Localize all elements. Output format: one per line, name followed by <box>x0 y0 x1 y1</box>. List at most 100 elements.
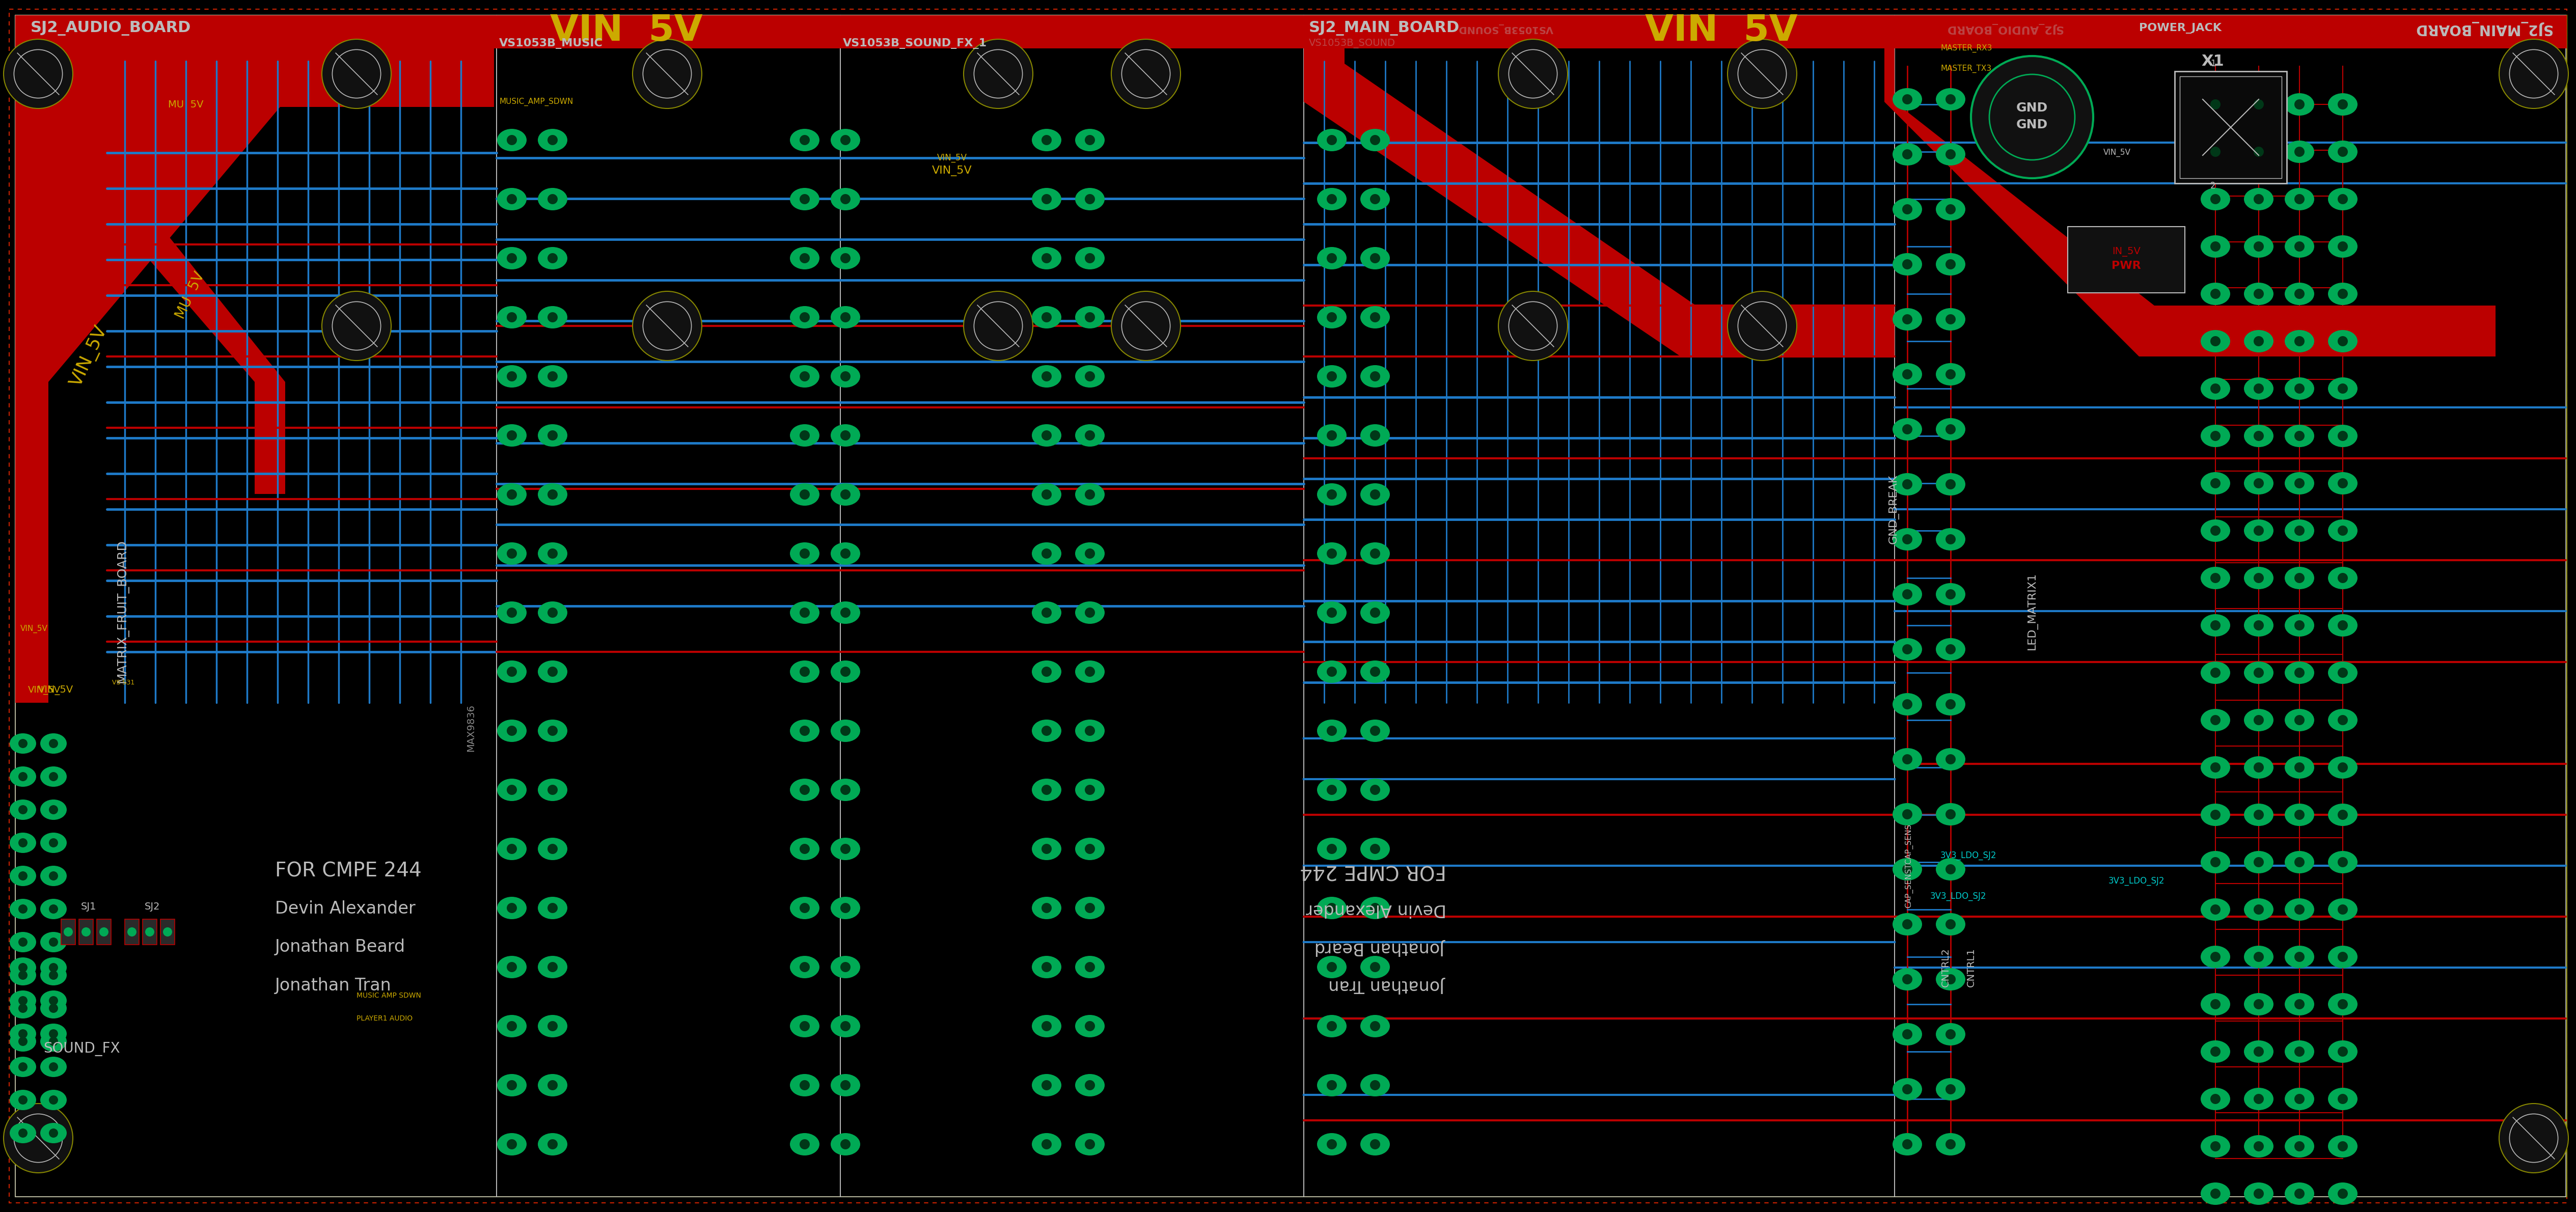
Circle shape <box>2210 810 2221 819</box>
Circle shape <box>82 927 90 937</box>
Circle shape <box>2254 810 2264 819</box>
Circle shape <box>799 1080 809 1091</box>
Ellipse shape <box>1360 1133 1391 1155</box>
Ellipse shape <box>1360 720 1391 742</box>
Circle shape <box>1901 424 1911 434</box>
Circle shape <box>1110 291 1180 360</box>
Ellipse shape <box>497 778 526 801</box>
Circle shape <box>840 371 850 382</box>
Circle shape <box>18 996 28 1005</box>
Circle shape <box>2210 241 2221 252</box>
Circle shape <box>2210 857 2221 868</box>
Circle shape <box>2336 810 2347 819</box>
Ellipse shape <box>497 837 526 861</box>
Circle shape <box>2295 479 2306 488</box>
Ellipse shape <box>1033 897 1061 919</box>
Ellipse shape <box>791 956 819 978</box>
Ellipse shape <box>2329 424 2357 447</box>
Circle shape <box>507 549 518 559</box>
Ellipse shape <box>1935 143 1965 166</box>
Ellipse shape <box>2285 614 2313 636</box>
Ellipse shape <box>1074 188 1105 211</box>
Ellipse shape <box>1935 418 1965 440</box>
Circle shape <box>549 844 556 854</box>
Bar <box>15 16 2566 48</box>
Ellipse shape <box>1935 364 1965 385</box>
Ellipse shape <box>1033 128 1061 152</box>
Circle shape <box>2254 99 2264 109</box>
Ellipse shape <box>1360 365 1391 388</box>
Ellipse shape <box>2244 614 2275 636</box>
Text: VIN  5V: VIN 5V <box>1646 13 1798 48</box>
Polygon shape <box>15 667 49 703</box>
Circle shape <box>507 430 518 440</box>
Circle shape <box>799 490 809 499</box>
Circle shape <box>2336 668 2347 678</box>
Circle shape <box>1370 1021 1381 1031</box>
Circle shape <box>1327 784 1337 795</box>
Circle shape <box>18 1029 28 1039</box>
Circle shape <box>2210 715 2221 725</box>
Circle shape <box>1901 1085 1911 1094</box>
Circle shape <box>1945 314 1955 325</box>
Ellipse shape <box>2285 804 2313 827</box>
Ellipse shape <box>1316 601 1347 624</box>
Circle shape <box>64 927 72 937</box>
Ellipse shape <box>2244 424 2275 447</box>
Ellipse shape <box>2329 567 2357 589</box>
Circle shape <box>2295 621 2306 630</box>
Text: CNTRL1: CNTRL1 <box>1965 948 1976 987</box>
Ellipse shape <box>1893 583 1922 606</box>
Circle shape <box>2210 1189 2221 1199</box>
Ellipse shape <box>2200 471 2231 494</box>
Ellipse shape <box>2200 330 2231 353</box>
Ellipse shape <box>41 1031 67 1052</box>
Circle shape <box>840 667 850 676</box>
Ellipse shape <box>10 766 36 787</box>
Ellipse shape <box>2244 282 2275 305</box>
Bar <box>840 16 1303 1196</box>
Ellipse shape <box>1893 858 1922 880</box>
Ellipse shape <box>2285 709 2313 731</box>
Ellipse shape <box>2329 282 2357 305</box>
Circle shape <box>1945 1029 1955 1040</box>
Circle shape <box>49 1029 59 1039</box>
Polygon shape <box>1303 48 1893 356</box>
Text: VS1053B_SOUND: VS1053B_SOUND <box>1309 39 1396 48</box>
Ellipse shape <box>2200 1183 2231 1205</box>
Bar <box>142 919 157 944</box>
Ellipse shape <box>1316 188 1347 211</box>
Ellipse shape <box>1893 1023 1922 1046</box>
Bar <box>1893 16 2566 1196</box>
Ellipse shape <box>1033 778 1061 801</box>
Ellipse shape <box>41 733 67 754</box>
Ellipse shape <box>1935 528 1965 550</box>
Circle shape <box>2210 1142 2221 1151</box>
Polygon shape <box>15 48 286 494</box>
Ellipse shape <box>1360 601 1391 624</box>
Ellipse shape <box>1360 661 1391 682</box>
Circle shape <box>1945 864 1955 874</box>
Circle shape <box>1945 919 1955 930</box>
Circle shape <box>1370 607 1381 618</box>
Text: 1: 1 <box>2210 59 2215 68</box>
Circle shape <box>1901 754 1911 765</box>
Circle shape <box>2499 39 2568 108</box>
Ellipse shape <box>791 188 819 211</box>
Ellipse shape <box>1074 778 1105 801</box>
Ellipse shape <box>791 661 819 682</box>
Circle shape <box>18 839 28 847</box>
Ellipse shape <box>2200 1136 2231 1157</box>
Ellipse shape <box>2285 188 2313 211</box>
Ellipse shape <box>2244 567 2275 589</box>
Circle shape <box>18 739 28 748</box>
Ellipse shape <box>2244 1183 2275 1205</box>
Ellipse shape <box>2200 1087 2231 1110</box>
Ellipse shape <box>2244 993 2275 1016</box>
Ellipse shape <box>41 932 67 953</box>
Ellipse shape <box>2200 520 2231 542</box>
Ellipse shape <box>829 720 860 742</box>
Circle shape <box>1327 903 1337 913</box>
Circle shape <box>3 1104 72 1173</box>
Ellipse shape <box>2329 851 2357 874</box>
